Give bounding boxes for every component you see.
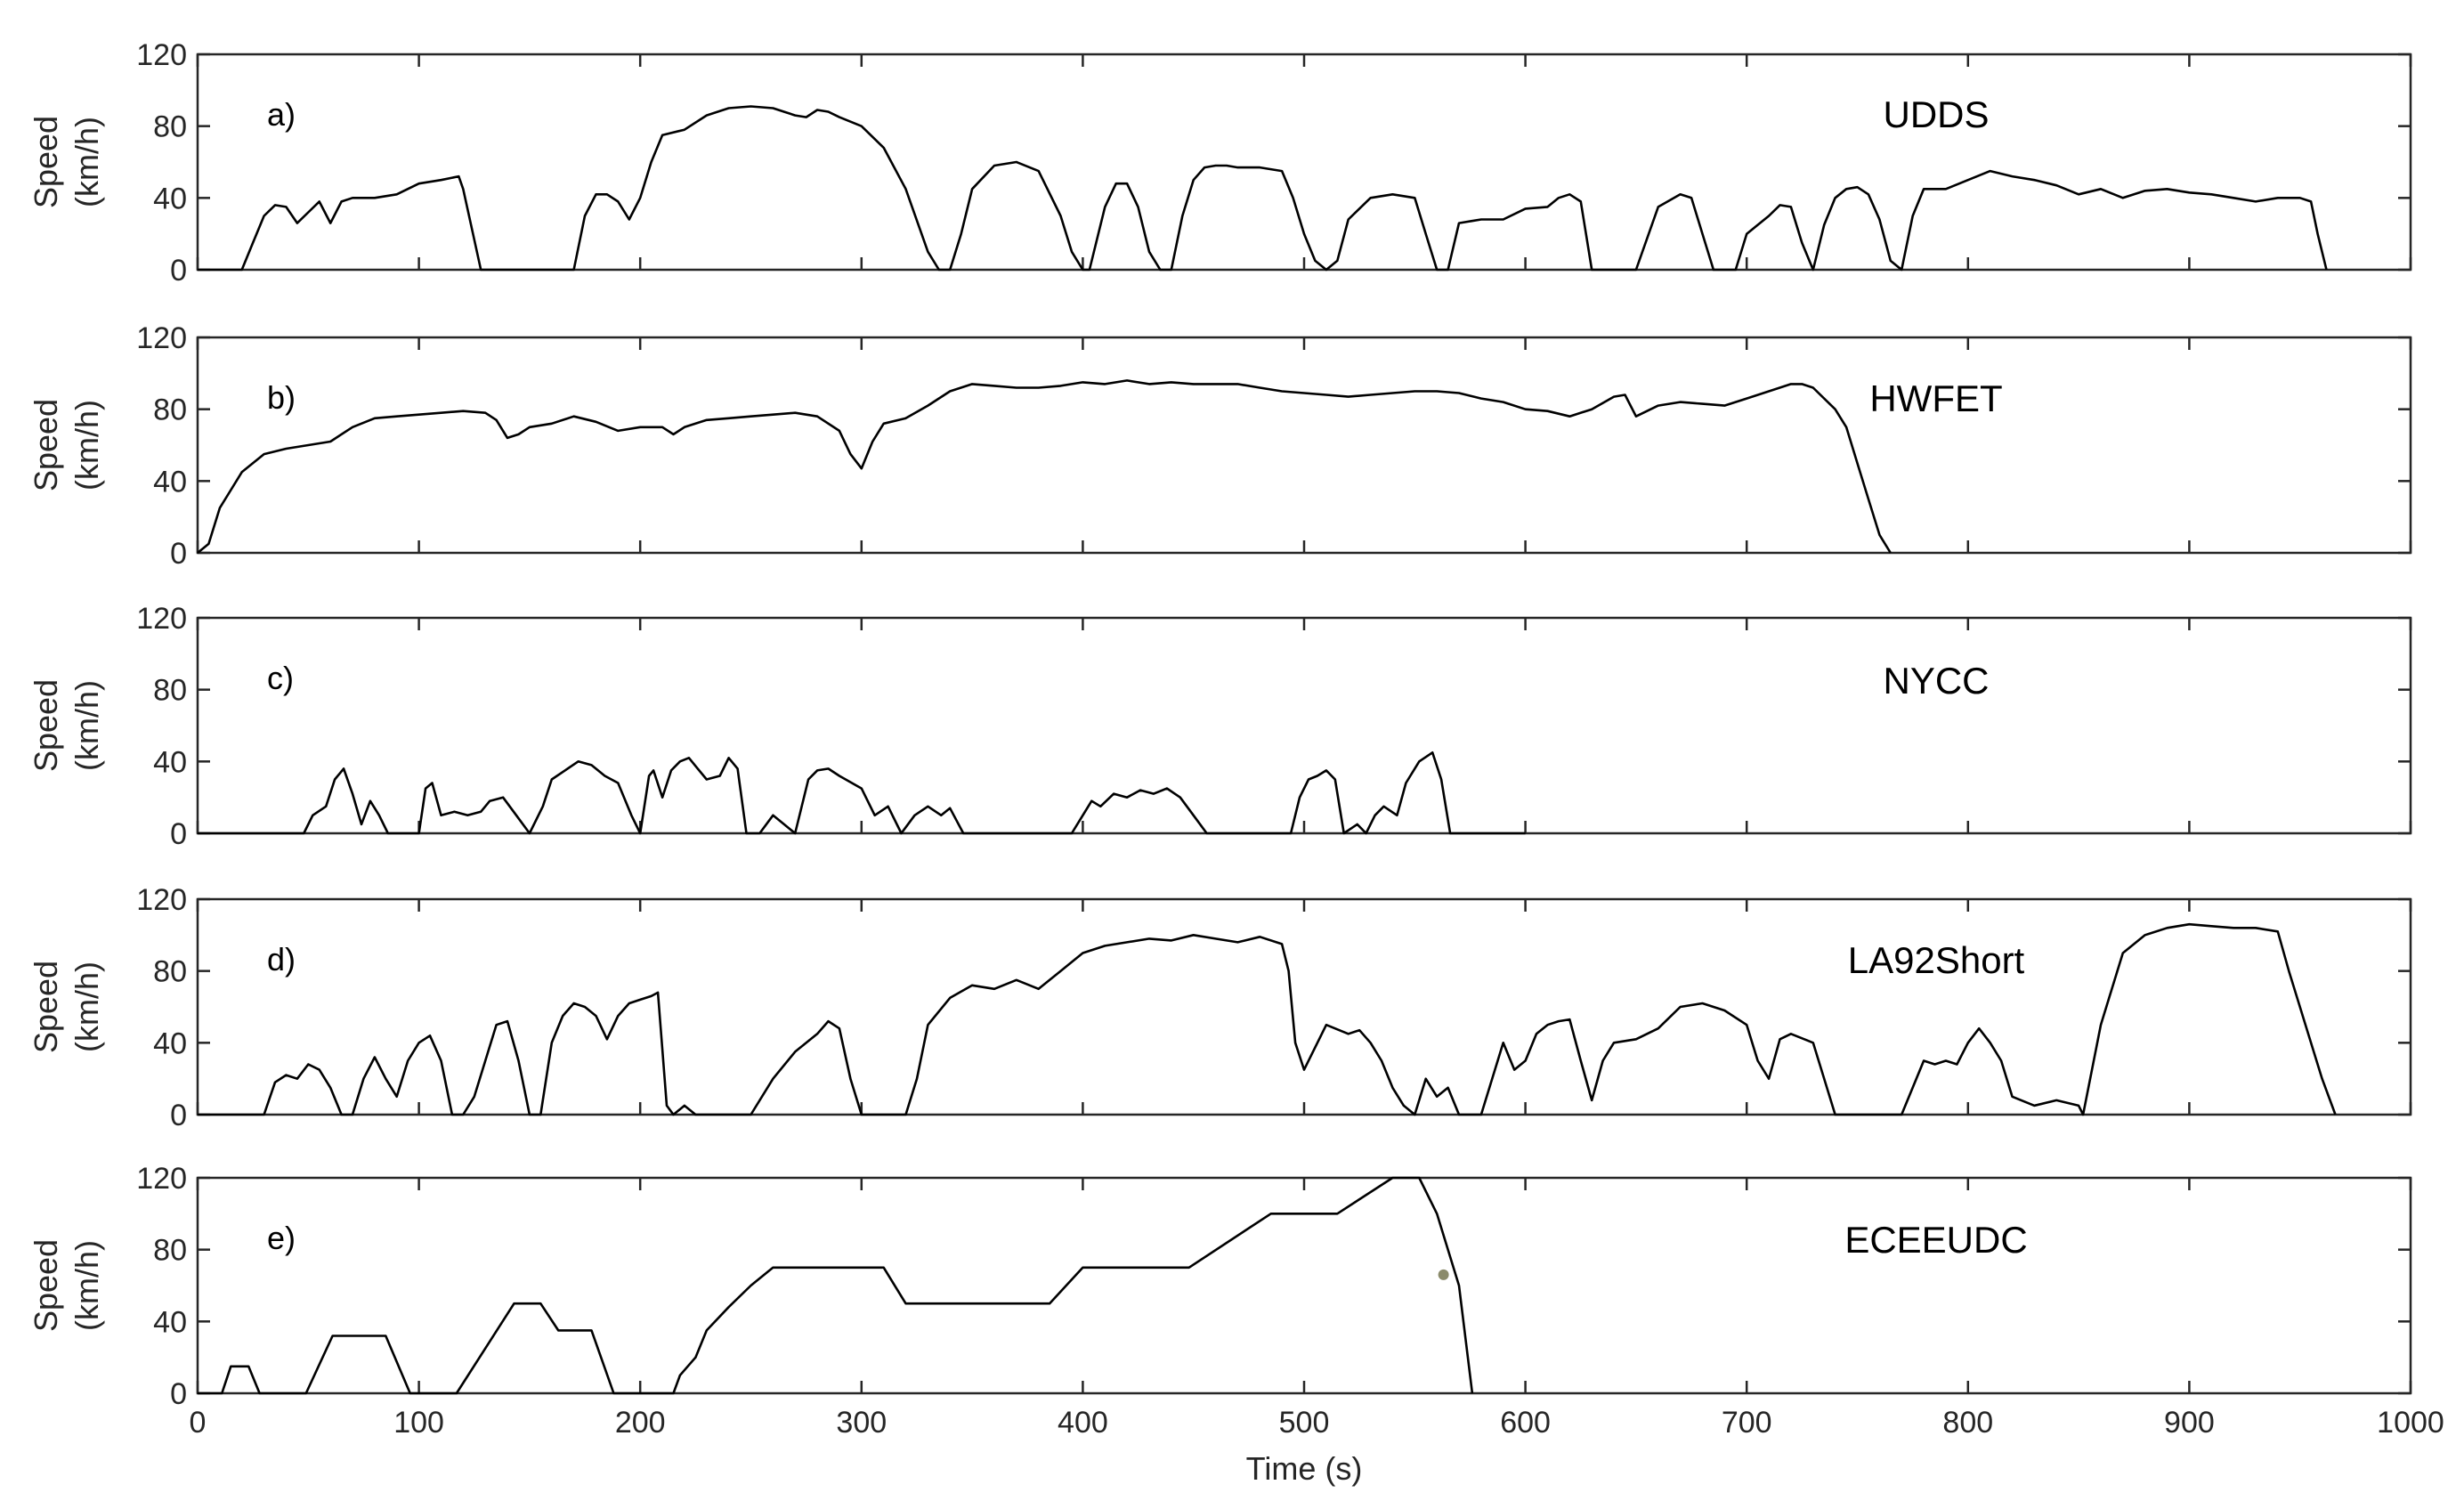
panel-nycc: 0 40 80 120 Speed (km/h) c) NYCC <box>28 602 2412 851</box>
y-tick-label: 120 <box>136 321 187 355</box>
y-tick-label: 40 <box>153 1026 187 1060</box>
x-tick-label: 0 <box>190 1406 207 1440</box>
y-tick-label: 80 <box>153 674 187 708</box>
cycle-name-label: LA92Short <box>1848 939 2025 981</box>
y-tick-label: 80 <box>153 955 187 989</box>
panel-label: b) <box>267 379 296 416</box>
y-tick-label: 120 <box>136 1162 187 1196</box>
y-tick-label: 0 <box>170 817 187 851</box>
y-tick-label: 0 <box>170 1099 187 1132</box>
speed-trace-udds <box>198 105 2328 272</box>
x-tick-label: 200 <box>615 1406 666 1440</box>
x-tick-label: 900 <box>2164 1406 2215 1440</box>
plot-frame <box>196 897 2412 1116</box>
y-tick-label: 80 <box>153 110 187 144</box>
x-tick-label: 500 <box>1279 1406 1330 1440</box>
panel-udds: 0 40 80 120 Speed (km/h) a) UDDS <box>28 38 2412 288</box>
y-axis-unit-label: (km/h) <box>69 961 105 1052</box>
y-axis-label: Speed <box>28 961 64 1053</box>
y-axis-unit-label: (km/h) <box>69 400 105 491</box>
y-tick-label: 40 <box>153 465 187 499</box>
panel-label: e) <box>267 1220 296 1256</box>
trace-marker-dot <box>1438 1269 1449 1280</box>
speed-trace-nycc <box>198 750 1526 835</box>
y-axis-label: Speed <box>28 1239 64 1332</box>
plot-frame <box>196 336 2412 555</box>
y-tick-label: 40 <box>153 1305 187 1339</box>
speed-trace-eceeudc <box>198 1176 1474 1395</box>
y-tick-label: 80 <box>153 393 187 427</box>
x-tick-label: 300 <box>836 1406 887 1440</box>
x-tick-label: 1000 <box>2377 1406 2444 1440</box>
plot-frame <box>196 53 2412 272</box>
y-tick-label: 120 <box>136 883 187 917</box>
y-tick-label: 40 <box>153 182 187 215</box>
x-tick-label: 800 <box>1942 1406 1993 1440</box>
panel-label: c) <box>267 660 294 696</box>
x-tick-label: 700 <box>1722 1406 1772 1440</box>
x-axis-label: Time (s) <box>1246 1450 1363 1487</box>
cycle-name-label: ECEEUDC <box>1844 1219 2027 1261</box>
y-axis-label: Speed <box>28 116 64 208</box>
speed-trace-la92short <box>198 922 2337 1116</box>
y-tick-label: 120 <box>136 602 187 636</box>
cycle-name-label: UDDS <box>1883 93 1989 135</box>
panel-hwfet: 0 40 80 120 Speed (km/h) b) HWFET <box>28 321 2412 571</box>
x-tick-label: 100 <box>393 1406 444 1440</box>
y-axis-unit-label: (km/h) <box>69 1240 105 1331</box>
y-tick-label: 120 <box>136 38 187 72</box>
cycle-name-label: HWFET <box>1869 377 2002 419</box>
cycle-name-label: NYCC <box>1883 660 1989 702</box>
panel-eceeudc: 0 40 80 120 0 100 200 300 400 500 600 700 800 900 1000… <box>28 1162 2444 1440</box>
speed-trace-hwfet <box>197 379 1892 555</box>
y-tick-label: 40 <box>153 745 187 779</box>
y-axis-unit-label: (km/h) <box>69 680 105 771</box>
y-tick-label: 0 <box>170 254 187 288</box>
y-tick-label: 0 <box>170 537 187 571</box>
y-axis-label: Speed <box>28 399 64 491</box>
plot-frame <box>196 616 2412 835</box>
y-tick-label: 80 <box>153 1234 187 1268</box>
y-tick-label: 0 <box>170 1377 187 1411</box>
y-axis-label: Speed <box>28 679 64 772</box>
plot-frame <box>196 1176 2412 1395</box>
x-tick-label: 600 <box>1500 1406 1551 1440</box>
y-axis-unit-label: (km/h) <box>69 117 105 207</box>
panel-la92short: 0 40 80 120 Speed (km/h) d) LA92Short <box>28 883 2412 1132</box>
x-tick-label: 400 <box>1058 1406 1108 1440</box>
panel-label: a) <box>267 96 296 133</box>
panel-label: d) <box>267 941 296 978</box>
